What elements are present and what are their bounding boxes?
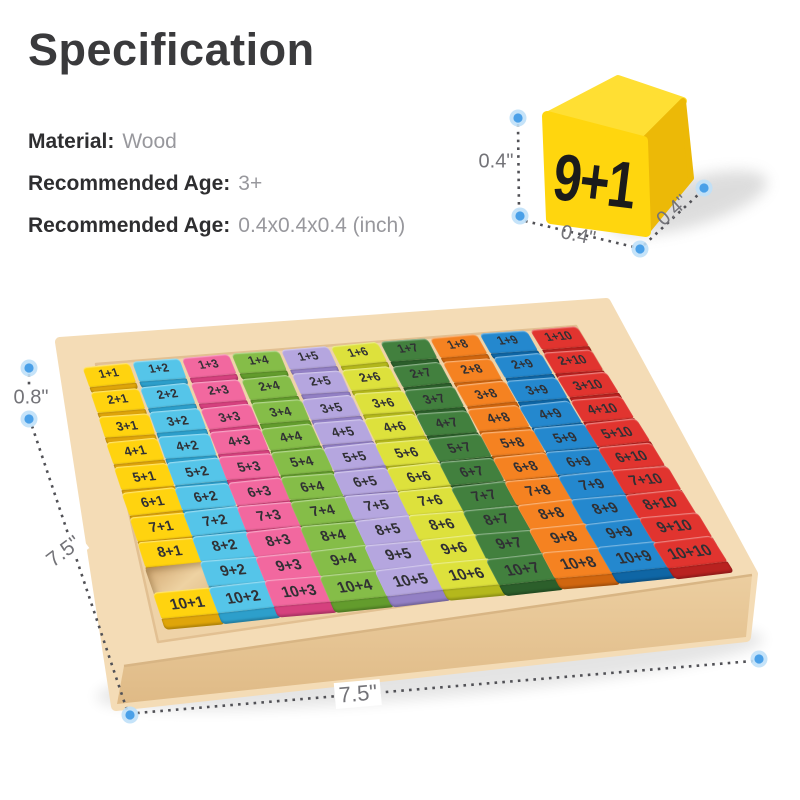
tray-front-face	[117, 575, 752, 704]
endpoint-dot	[750, 650, 768, 668]
endpoint-dot	[511, 207, 529, 225]
endpoint-dot	[121, 706, 139, 724]
page-title: Specification	[28, 24, 315, 75]
tray-front-edge	[123, 573, 753, 668]
cube-width-line	[524, 219, 635, 249]
endpoint-dot	[509, 109, 527, 127]
cube-depth-line	[643, 192, 701, 246]
tray-front-dim-label: 7.5"	[333, 679, 383, 709]
spec-size-value: 0.4x0.4x0.4 (inch)	[238, 214, 406, 237]
tray-height-dim-label: 0.8"	[9, 386, 53, 410]
endpoint-dot	[695, 179, 713, 197]
dimension-endpoints	[20, 109, 768, 724]
wooden-tray	[55, 298, 758, 711]
cube-label: 9+1	[549, 140, 639, 224]
tray-side-line	[30, 425, 129, 711]
cube-height-dim-label: 0.4"	[478, 150, 514, 173]
endpoint-dot	[20, 359, 38, 377]
endpoint-dot	[631, 240, 649, 258]
yellow-cube	[542, 75, 694, 237]
spec-age-label: Recommended Age:	[28, 172, 231, 195]
spec-age-value: 3+	[238, 172, 263, 195]
spec-size: Recommended Age: 0.4x0.4x0.4 (inch)	[28, 214, 405, 237]
cube-height-line	[516, 123, 521, 211]
spec-list: Material: Wood Recommended Age: 3+ Recomme…	[28, 130, 405, 256]
endpoint-dot	[20, 410, 38, 428]
spec-material-value: Wood	[122, 130, 177, 153]
tray-front-line	[136, 659, 754, 715]
spec-material-label: Material:	[28, 130, 115, 153]
spec-material: Material: Wood	[28, 130, 405, 153]
spec-size-label: Recommended Age:	[28, 214, 231, 237]
spec-age: Recommended Age: 3+	[28, 172, 405, 195]
cube-front-face	[542, 111, 651, 237]
